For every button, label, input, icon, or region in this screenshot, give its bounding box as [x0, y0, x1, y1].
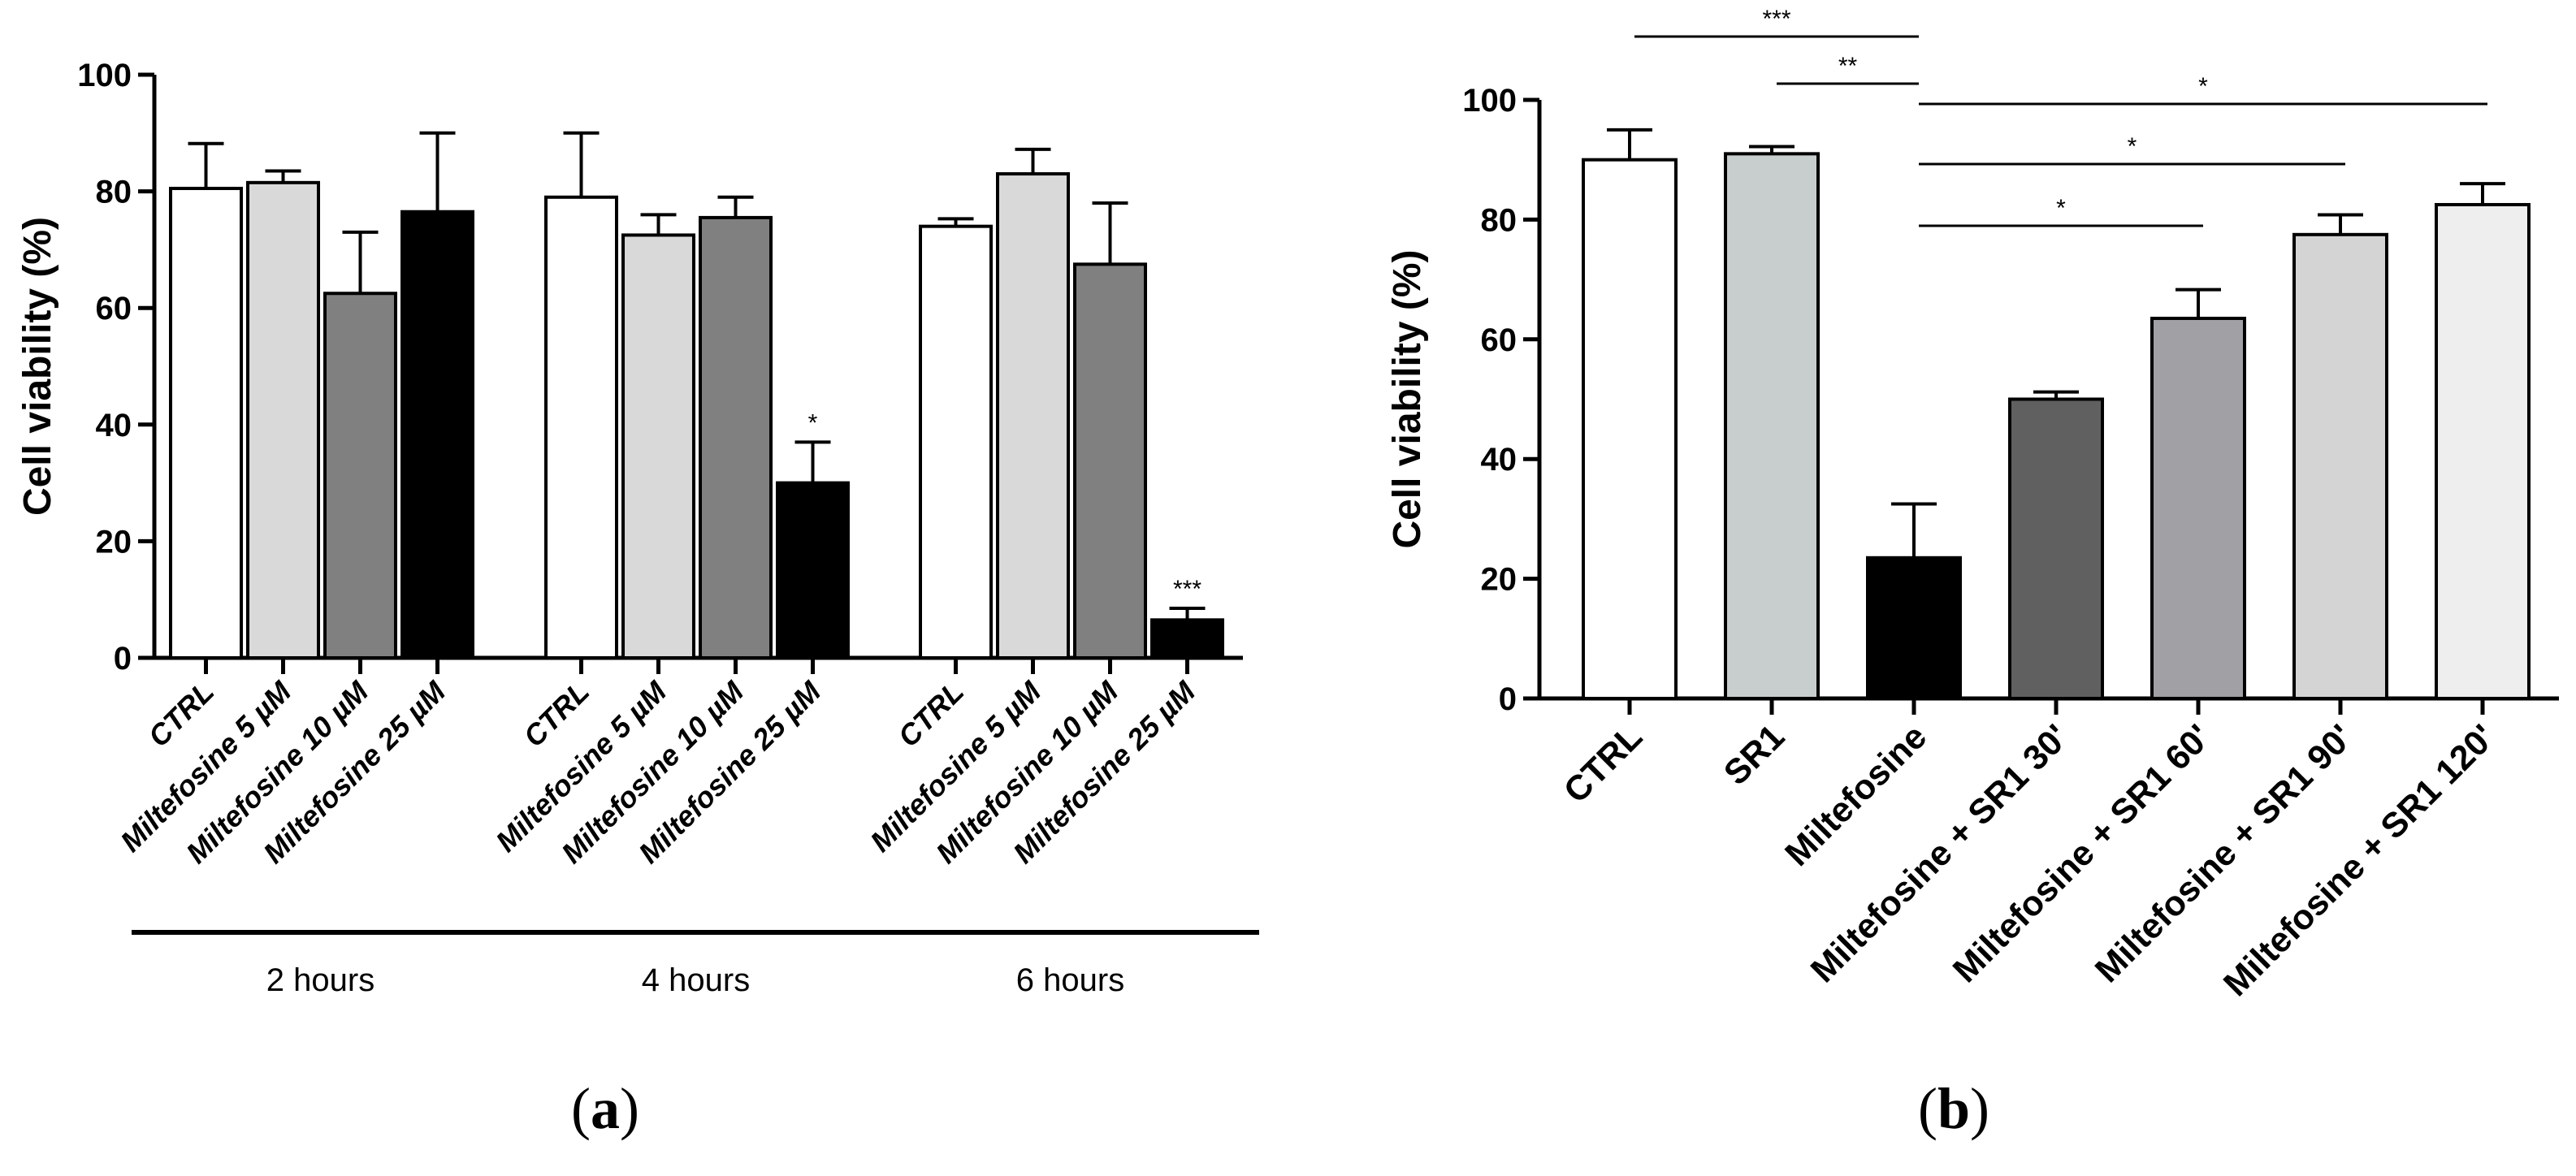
a-group-label: 6 hours [1016, 962, 1124, 998]
b-y-axis-title: Cell viability (%) [1386, 249, 1429, 548]
a-bar [699, 215, 773, 660]
panel-label-b-close: ) [1970, 1076, 1989, 1141]
b-bar [1724, 152, 1820, 700]
a-bar [169, 187, 243, 659]
a-y-tick-label: 60 [96, 291, 132, 326]
b-comparison-label: * [2198, 73, 2208, 100]
a-bar [1073, 262, 1147, 659]
a-bar [621, 233, 695, 659]
b-category-label: SR1 [1717, 717, 1792, 793]
a-significance-label: * [808, 409, 818, 436]
b-bar [2150, 317, 2246, 700]
b-comparison-label: * [2056, 195, 2066, 222]
a-significance-label: *** [1173, 576, 1201, 603]
a-bar [1150, 618, 1224, 660]
b-category-label: CTRL [1556, 717, 1650, 811]
b-y-tick-label: 0 [1499, 681, 1517, 717]
b-y-tick-label: 60 [1481, 322, 1517, 358]
a-y-axis-title: Cell viability (%) [16, 217, 59, 516]
panel-label-b: (b) [1881, 1076, 2027, 1141]
panel-label-a: (a) [532, 1076, 678, 1141]
a-bar [776, 481, 850, 659]
b-y-tick-label: 80 [1481, 202, 1517, 238]
a-bar [246, 180, 320, 659]
b-category-label: Miltefosine + SR1 60' [1946, 717, 2219, 990]
b-bar [1582, 158, 1678, 700]
a-y-tick-label: 0 [114, 641, 132, 677]
a-y-tick-label: 20 [96, 524, 132, 560]
b-category-label: Miltefosine + SR1 30' [1803, 717, 2076, 990]
a-group-label: 4 hours [642, 962, 750, 998]
b-bar [2292, 232, 2388, 700]
b-bar [2435, 202, 2531, 701]
a-bar [544, 195, 618, 659]
b-category-label: Miltefosine [1777, 717, 1934, 874]
a-y-tick-label: 100 [77, 58, 132, 93]
a-bar [919, 224, 993, 659]
a-y-tick-label: 80 [96, 175, 132, 210]
b-category-label: Miltefosine + SR1 90' [2088, 717, 2361, 990]
panel-label-a-letter: a [591, 1076, 620, 1141]
panel-label-a-close: ) [620, 1076, 639, 1141]
panel-label-b-open: ( [1917, 1076, 1937, 1141]
b-comparison-label: * [2128, 133, 2137, 160]
b-y-tick-label: 40 [1481, 442, 1517, 478]
b-bar [2008, 397, 2104, 700]
panel-label-a-open: ( [571, 1076, 591, 1141]
b-comparison-label: ** [1838, 53, 1858, 80]
b-y-tick-label: 20 [1481, 562, 1517, 598]
panel-label-b-letter: b [1937, 1076, 1971, 1141]
b-y-tick-label: 100 [1462, 83, 1517, 119]
a-y-tick-label: 40 [96, 408, 132, 443]
a-bar [996, 172, 1070, 659]
b-bar [1866, 556, 1962, 700]
b-category-label: Miltefosine + SR1 120' [2216, 717, 2503, 1004]
a-bar [400, 210, 474, 660]
a-group-label: 2 hours [266, 962, 374, 998]
a-bar [323, 292, 397, 659]
b-comparison-label: *** [1762, 6, 1790, 32]
